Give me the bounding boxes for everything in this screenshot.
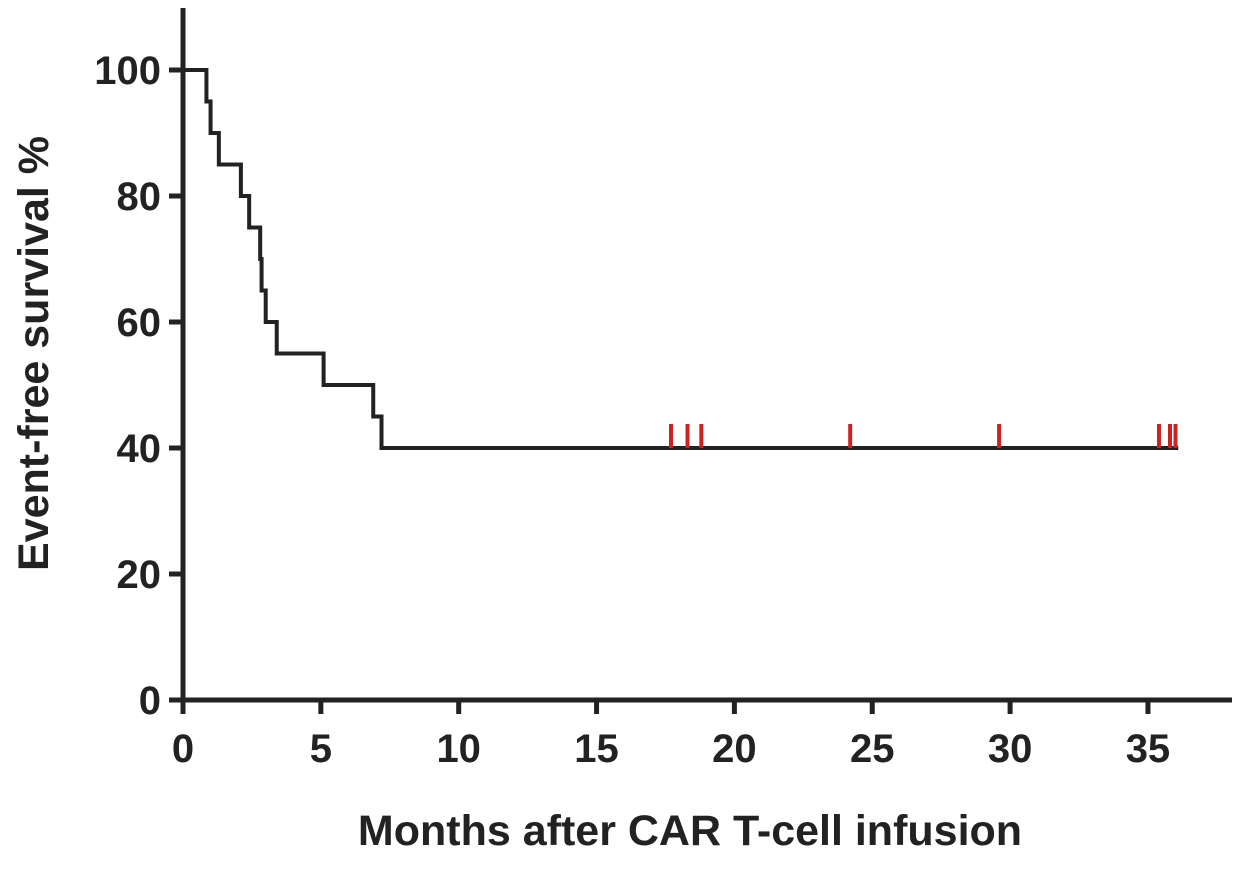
ticks: 0 20 40 60 80 100 0 5 10 15 20 25 30 35 [94,49,1170,771]
y-tick-label: 20 [117,553,162,597]
x-tick-label: 25 [850,727,895,771]
x-tick-label: 35 [1126,727,1171,771]
x-tick-label: 20 [712,727,757,771]
series [183,68,1179,450]
axes [180,8,1232,703]
y-tick-label: 60 [117,301,162,345]
x-tick-label: 5 [310,727,332,771]
y-tick-label: 0 [139,679,161,723]
x-tick-label: 15 [574,727,619,771]
y-axis-title: Event-free survival % [10,136,58,571]
x-tick-label: 0 [172,727,194,771]
y-tick-label: 80 [117,175,162,219]
survival-step-line [183,68,1179,450]
x-tick-label: 30 [988,727,1033,771]
x-tick-label: 10 [436,727,481,771]
censor-marks [668,424,1178,448]
x-axis-title: Months after CAR T-cell infusion [358,807,1022,855]
y-tick-label: 100 [94,49,161,93]
y-tick-label: 40 [117,427,162,471]
